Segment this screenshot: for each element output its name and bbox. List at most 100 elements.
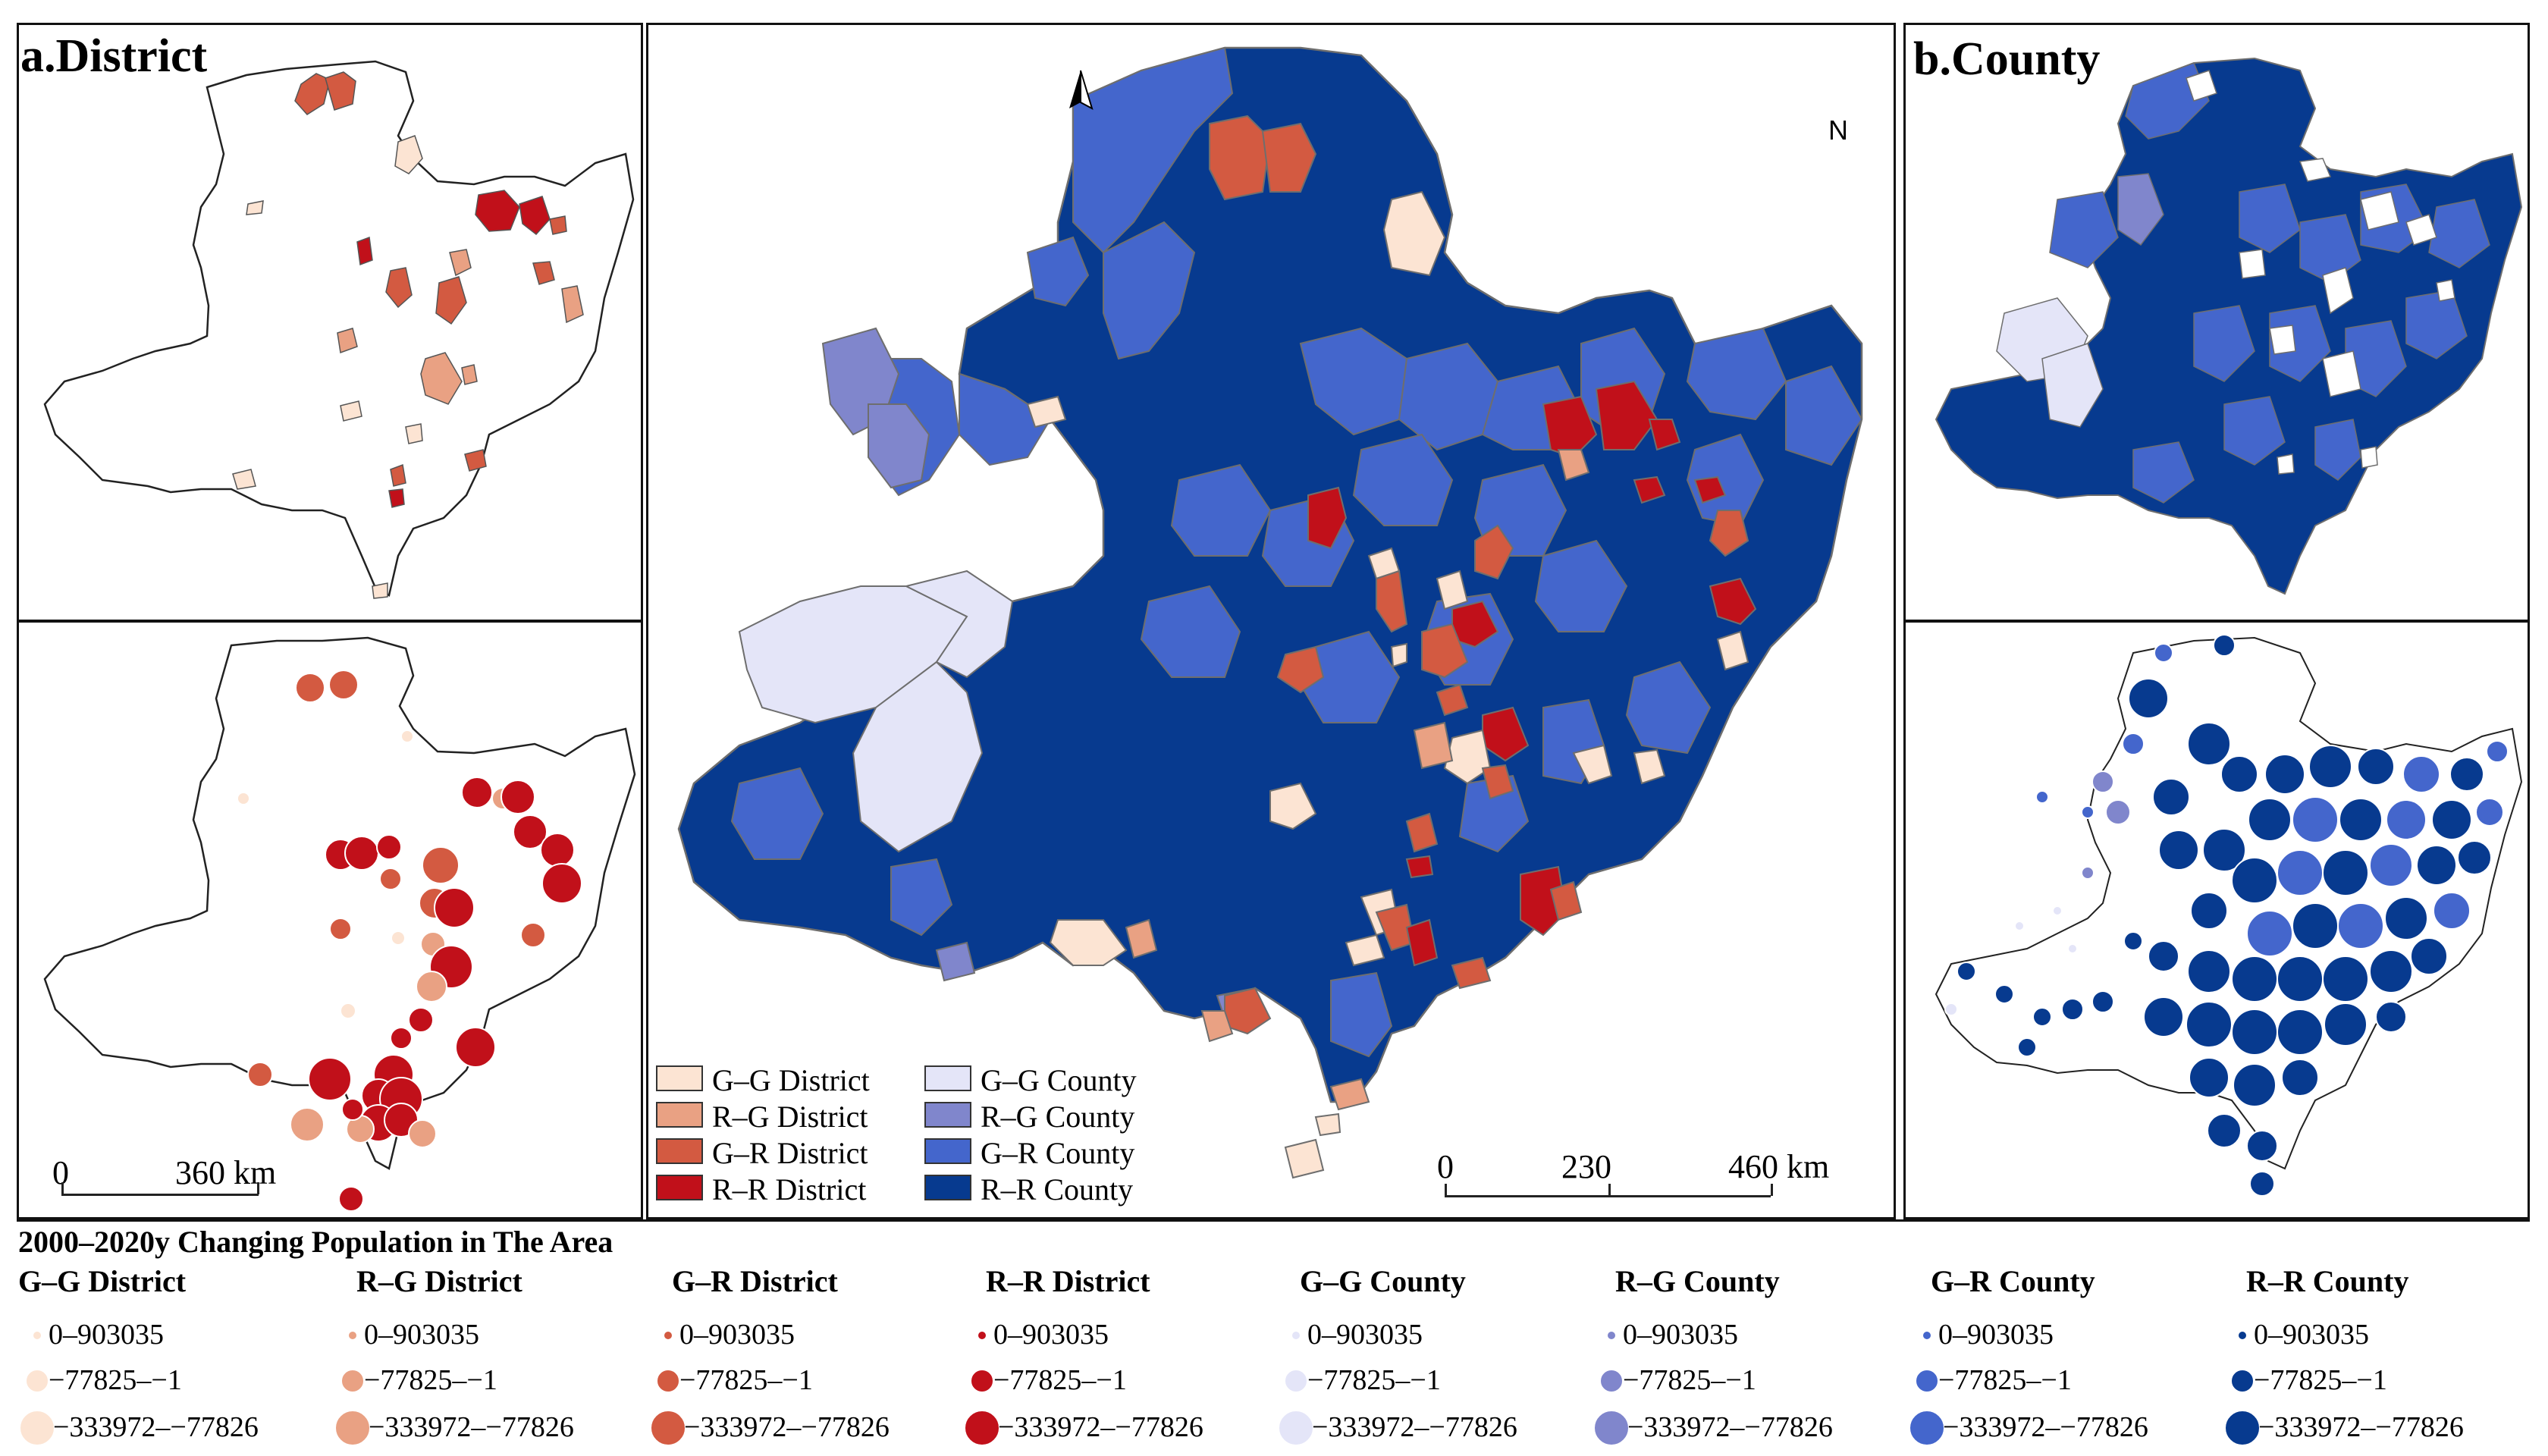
district-symbol <box>400 730 414 743</box>
legend-class-row: −77825–−1 <box>2223 1362 2542 1407</box>
legend-class-label: −77825–−1 <box>364 1364 497 1396</box>
county-symbol <box>2152 778 2190 816</box>
legend-symbol <box>965 1410 999 1445</box>
county-base-region <box>677 46 1863 1103</box>
county-symbol <box>2277 849 2324 896</box>
district-symbol <box>408 1007 434 1033</box>
district-patch <box>1542 395 1598 459</box>
legend-swatch <box>656 1102 703 1128</box>
county-patch <box>904 570 1014 679</box>
district-symbol <box>434 887 475 928</box>
legend-symbol <box>664 1331 673 1340</box>
legend-class-label: −333972–−77826 <box>684 1411 890 1443</box>
legend-label: G–G County <box>981 1063 1137 1097</box>
district-patch <box>1261 122 1317 193</box>
county-symbol <box>2433 892 2471 930</box>
district-patch <box>1200 1010 1234 1043</box>
county-patch <box>959 372 1052 466</box>
county-symbol <box>2337 902 2384 949</box>
district-choropleth-map <box>43 60 635 599</box>
legend-class-label: −77825–−1 <box>1938 1364 2072 1396</box>
district-symbol <box>247 1062 273 1087</box>
scale-end-label: 460 km <box>1728 1148 1830 1185</box>
legend-class-row: 0–903035 <box>334 1316 652 1362</box>
district-patch <box>1413 721 1454 770</box>
county-symbol <box>2017 1037 2037 1057</box>
district-symbol <box>461 777 493 808</box>
district-patch <box>1376 570 1408 633</box>
region-outline <box>43 636 636 1170</box>
district-patch <box>420 352 463 405</box>
district-patch <box>1049 919 1128 966</box>
district-symbol <box>344 836 379 871</box>
district-patch <box>1436 570 1469 610</box>
county-symbol <box>2158 830 2199 871</box>
legend-class-row: −333972–−77826 <box>649 1409 968 1454</box>
scale-end-label: 360 km <box>175 1154 277 1191</box>
county-symbol <box>2032 1007 2052 1027</box>
legend-class-row: 0–903035 <box>649 1316 968 1362</box>
district-patch <box>532 261 555 285</box>
legend-group-title: G–R County <box>1931 1264 2095 1298</box>
district-patch <box>1209 115 1272 201</box>
county-symbol <box>2264 754 2305 795</box>
legend-class-label: 0–903035 <box>2254 1319 2369 1351</box>
county-symbol <box>2081 805 2095 819</box>
district-symbol <box>379 868 402 890</box>
legend-class-label: −333972–−77826 <box>998 1411 1203 1443</box>
county-symbol <box>2449 757 2484 792</box>
legend-group: R–G District 0–903035 −77825–−1 −333972–−77… <box>334 1263 645 1453</box>
county-patch <box>1352 433 1454 526</box>
county-patch <box>2049 191 2119 268</box>
district-patch <box>340 400 362 422</box>
county-symbol <box>2128 678 2169 719</box>
county-patch <box>935 941 976 982</box>
county-symbol <box>2061 998 2084 1021</box>
county-symbol <box>2248 798 2292 842</box>
district-hole <box>2322 267 2354 315</box>
legend-class-label: 0–903035 <box>679 1319 795 1351</box>
district-symbol <box>390 1027 413 1050</box>
county-symbol <box>2416 845 2457 886</box>
district-patch <box>372 582 388 599</box>
district-symbol-map <box>43 636 636 1212</box>
legend-class-label: −77825–−1 <box>1623 1364 1756 1396</box>
district-patch <box>549 215 567 235</box>
legend-symbol <box>977 1331 987 1340</box>
district-patch <box>1648 419 1681 451</box>
county-symbol <box>2186 1001 2233 1048</box>
legend-class-label: 0–903035 <box>49 1319 164 1351</box>
district-patch <box>464 449 487 472</box>
legend-symbol <box>1922 1331 1931 1340</box>
legend-class-row: −333972–−77826 <box>963 1409 1282 1454</box>
legend-class-row: −333972–−77826 <box>1908 1409 2226 1454</box>
county-symbol <box>2281 1059 2319 1097</box>
district-patch <box>1405 855 1434 879</box>
district-patch <box>1572 744 1613 785</box>
county-symbol <box>2431 799 2472 840</box>
district-patch <box>1709 510 1749 557</box>
county-symbol <box>1994 984 2014 1004</box>
county-symbol <box>2375 1001 2407 1033</box>
legend-symbol <box>1594 1410 1629 1445</box>
scale-mid-label: 230 <box>1561 1148 1611 1185</box>
district-symbol <box>308 1057 352 1101</box>
district-symbol <box>408 1119 437 1148</box>
legend-swatch <box>924 1065 971 1091</box>
county-choropleth-panel: b.County <box>1903 23 2530 622</box>
county-symbol <box>2292 902 2339 949</box>
legend-class-label: −333972–−77826 <box>369 1411 574 1443</box>
county-symbol <box>2357 748 2395 786</box>
district-symbol <box>341 1098 364 1121</box>
district-patch <box>1421 623 1469 679</box>
district-symbol <box>328 670 359 700</box>
legend-group-title: R–G District <box>356 1264 522 1298</box>
county-patch <box>2041 343 2104 428</box>
legend-class-row: −77825–−1 <box>1908 1362 2226 1407</box>
county-patch <box>2428 199 2490 268</box>
county-symbol <box>2122 733 2145 755</box>
legend-group-title: G–R District <box>672 1264 838 1298</box>
county-symbol <box>1944 1003 1958 1016</box>
county-symbol <box>2231 857 2278 904</box>
region-outline <box>43 60 635 597</box>
